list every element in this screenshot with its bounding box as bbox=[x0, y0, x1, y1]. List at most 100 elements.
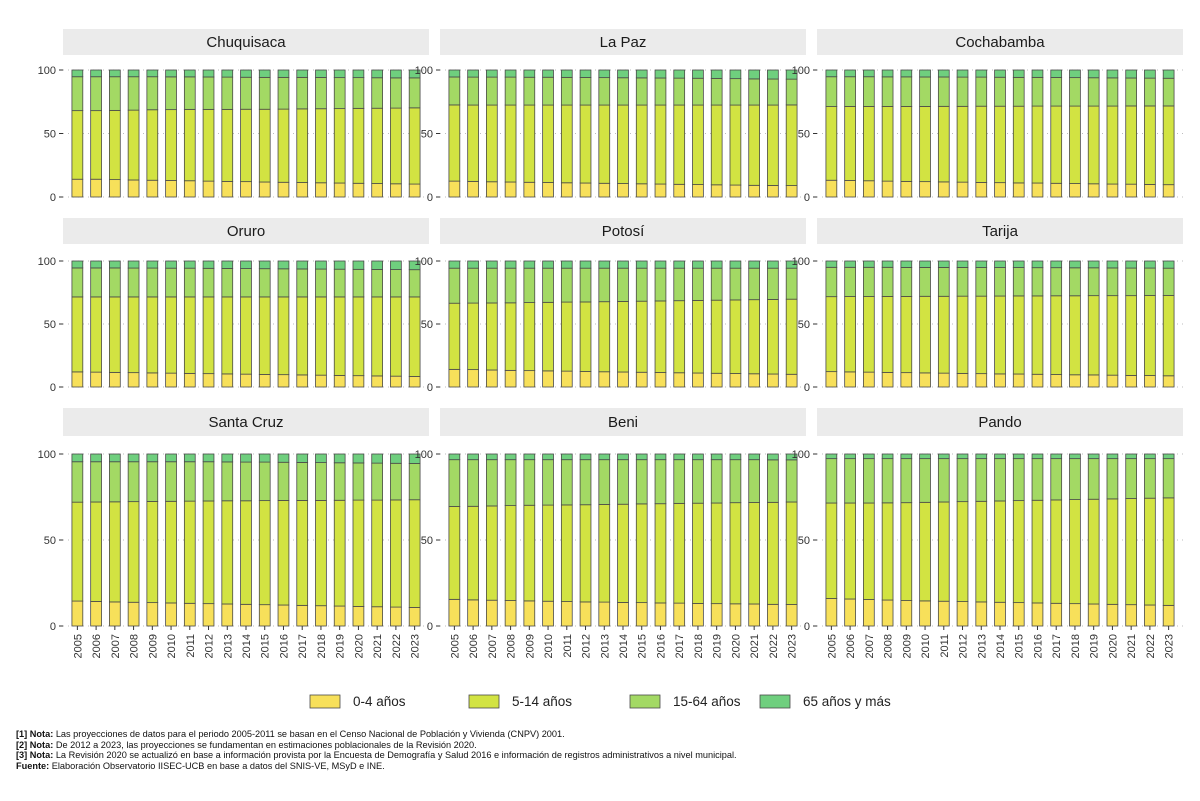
facet-strip bbox=[817, 408, 1183, 436]
bar-segment-65-anos-y-mas bbox=[1050, 260, 1063, 269]
bar-segment-0-4-anos bbox=[617, 602, 629, 627]
bar-segment-65-anos-y-mas bbox=[296, 69, 309, 78]
bar-segment-5-14-anos bbox=[240, 108, 252, 183]
bar-segment-65-anos-y-mas bbox=[542, 69, 554, 78]
bar-segment-5-14-anos bbox=[844, 106, 856, 181]
bar-segment-5-14-anos bbox=[146, 501, 159, 604]
x-tick-label: 2008 bbox=[883, 634, 895, 658]
bar-segment-0-4-anos bbox=[673, 602, 686, 627]
bar-segment-15-64-anos bbox=[1031, 76, 1044, 107]
bar-segment-15-64-anos bbox=[748, 78, 760, 106]
bar-segment-65-anos-y-mas bbox=[333, 69, 346, 79]
bar-segment-0-4-anos bbox=[202, 180, 215, 198]
bar-segment-15-64-anos bbox=[1144, 458, 1156, 499]
bar-segment-5-14-anos bbox=[1087, 105, 1100, 185]
bar-segment-5-14-anos bbox=[654, 503, 667, 604]
bar-segment-0-4-anos bbox=[825, 598, 838, 627]
bar-segment-65-anos-y-mas bbox=[994, 260, 1006, 268]
bar-segment-15-64-anos bbox=[825, 266, 838, 298]
bar-segment-5-14-anos bbox=[1087, 498, 1100, 605]
bar-segment-65-anos-y-mas bbox=[825, 260, 838, 268]
bar-segment-0-4-anos bbox=[1162, 184, 1175, 198]
bar-segment-5-14-anos bbox=[919, 501, 931, 602]
bar-segment-5-14-anos bbox=[748, 299, 760, 375]
bar-segment-15-64-anos bbox=[127, 461, 140, 503]
bar-segment-15-64-anos bbox=[844, 266, 856, 297]
bar-segment-65-anos-y-mas bbox=[785, 453, 798, 461]
bar-segment-5-14-anos bbox=[523, 504, 536, 602]
bar-segment-5-14-anos bbox=[1125, 105, 1137, 185]
bar-segment-5-14-anos bbox=[994, 105, 1006, 184]
bar-segment-15-64-anos bbox=[937, 458, 950, 503]
bar-segment-65-anos-y-mas bbox=[748, 453, 760, 461]
bar-segment-65-anos-y-mas bbox=[315, 69, 327, 78]
bar-segment-5-14-anos bbox=[975, 500, 988, 603]
bar-segment-5-14-anos bbox=[127, 109, 140, 181]
bar-segment-65-anos-y-mas bbox=[692, 69, 704, 79]
bar-segment-0-4-anos bbox=[748, 603, 760, 627]
bar-segment-0-4-anos bbox=[560, 601, 573, 627]
bar-segment-15-64-anos bbox=[523, 459, 536, 506]
bar-segment-0-4-anos bbox=[1031, 373, 1044, 388]
bar-segment-0-4-anos bbox=[785, 373, 798, 388]
bar-segment-5-14-anos bbox=[1069, 105, 1081, 184]
bar-segment-5-14-anos bbox=[844, 502, 856, 600]
bar-segment-5-14-anos bbox=[560, 301, 573, 372]
bar-segment-65-anos-y-mas bbox=[127, 453, 140, 463]
bar-segment-15-64-anos bbox=[90, 461, 102, 503]
bar-segment-0-4-anos bbox=[863, 599, 875, 627]
facet-title: Tarija bbox=[982, 223, 1019, 240]
bar-segment-5-14-anos bbox=[767, 501, 779, 605]
bar-segment-5-14-anos bbox=[654, 104, 667, 185]
y-tick-label: 100 bbox=[792, 256, 810, 268]
bar-segment-65-anos-y-mas bbox=[165, 260, 177, 269]
x-tick-label: 2015 bbox=[1014, 634, 1026, 658]
bar-segment-15-64-anos bbox=[881, 458, 894, 504]
bar-segment-0-4-anos bbox=[71, 371, 84, 388]
x-tick-label: 2007 bbox=[487, 634, 499, 658]
bar-segment-65-anos-y-mas bbox=[523, 260, 536, 269]
bar-segment-65-anos-y-mas bbox=[90, 453, 102, 463]
bar-segment-15-64-anos bbox=[1012, 458, 1025, 502]
bar-segment-65-anos-y-mas bbox=[863, 453, 875, 460]
bar-segment-15-64-anos bbox=[202, 461, 215, 502]
bar-segment-65-anos-y-mas bbox=[504, 69, 517, 78]
bar-segment-0-4-anos bbox=[654, 183, 667, 198]
bar-segment-5-14-anos bbox=[785, 298, 798, 375]
bar-segment-15-64-anos bbox=[90, 267, 102, 298]
bar-segment-5-14-anos bbox=[486, 302, 498, 371]
bar-segment-5-14-anos bbox=[258, 500, 271, 606]
x-tick-label: 2009 bbox=[147, 634, 159, 658]
x-tick-label: 2023 bbox=[787, 634, 799, 658]
bar-segment-65-anos-y-mas bbox=[844, 260, 856, 268]
bar-segment-5-14-anos bbox=[277, 500, 290, 606]
bar-segment-65-anos-y-mas bbox=[315, 453, 327, 464]
bar-segment-15-64-anos bbox=[863, 76, 875, 107]
bar-segment-0-4-anos bbox=[371, 375, 383, 388]
bar-segment-65-anos-y-mas bbox=[673, 260, 686, 269]
bar-segment-5-14-anos bbox=[729, 299, 742, 374]
bar-segment-0-4-anos bbox=[1031, 602, 1044, 627]
bar-segment-0-4-anos bbox=[315, 374, 327, 388]
bar-segment-65-anos-y-mas bbox=[127, 260, 140, 269]
bar-segment-0-4-anos bbox=[333, 182, 346, 198]
bar-segment-5-14-anos bbox=[692, 502, 704, 604]
x-tick-label: 2011 bbox=[939, 634, 951, 658]
bar-segment-0-4-anos bbox=[467, 180, 479, 198]
bar-segment-15-64-anos bbox=[881, 76, 894, 107]
bar-segment-5-14-anos bbox=[579, 504, 592, 603]
bar-segment-0-4-anos bbox=[1144, 184, 1156, 198]
bar-segment-0-4-anos bbox=[994, 601, 1006, 627]
bar-segment-0-4-anos bbox=[785, 185, 798, 198]
bar-segment-15-64-anos bbox=[1087, 77, 1100, 107]
y-tick-label: 50 bbox=[421, 535, 433, 547]
bar-segment-0-4-anos bbox=[146, 179, 159, 198]
bar-segment-5-14-anos bbox=[258, 296, 271, 375]
bar-segment-65-anos-y-mas bbox=[1069, 260, 1081, 269]
x-tick-label: 2005 bbox=[826, 634, 838, 658]
bar-segment-15-64-anos bbox=[1012, 76, 1025, 107]
bar-segment-15-64-anos bbox=[240, 76, 252, 110]
bar-segment-5-14-anos bbox=[371, 296, 383, 377]
x-tick-label: 2018 bbox=[693, 634, 705, 658]
bar-segment-65-anos-y-mas bbox=[277, 453, 290, 463]
